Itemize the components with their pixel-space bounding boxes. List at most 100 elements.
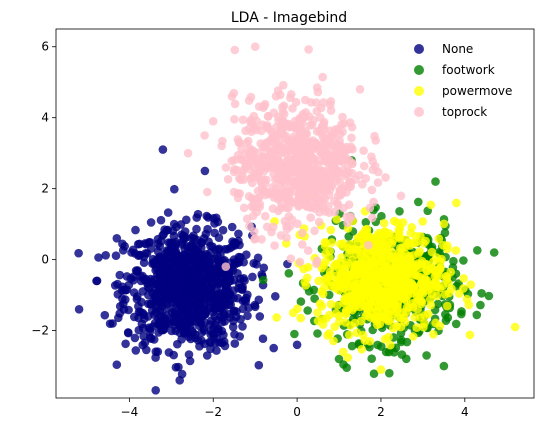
data-point — [422, 351, 431, 360]
data-point — [100, 310, 110, 320]
data-point — [276, 231, 286, 240]
data-point — [325, 329, 334, 338]
data-point — [212, 346, 221, 355]
data-point — [314, 276, 324, 286]
data-point — [146, 218, 156, 227]
data-point — [280, 216, 290, 226]
data-point — [248, 272, 257, 282]
data-point — [320, 237, 330, 247]
data-point — [368, 302, 377, 312]
data-point — [145, 327, 155, 337]
data-point — [375, 267, 384, 276]
data-point — [459, 256, 468, 265]
data-point — [379, 218, 389, 228]
data-point — [431, 177, 440, 186]
data-point — [434, 266, 444, 276]
data-point — [304, 45, 313, 54]
data-point — [233, 193, 243, 203]
data-point — [433, 299, 443, 309]
data-point — [432, 282, 442, 292]
x-axis: −4 −2 0 2 4 — [121, 398, 469, 419]
data-point — [348, 263, 358, 272]
data-point — [330, 196, 339, 206]
data-point — [309, 285, 319, 295]
data-point — [191, 260, 200, 270]
data-point — [298, 228, 307, 238]
data-point — [206, 288, 216, 298]
data-point — [387, 239, 397, 248]
data-point — [279, 118, 289, 128]
data-point — [370, 131, 379, 141]
data-point — [324, 201, 333, 211]
data-point — [310, 226, 319, 236]
data-point — [431, 318, 440, 328]
data-point — [368, 165, 378, 174]
data-point — [352, 245, 362, 254]
data-point — [374, 283, 383, 293]
data-point — [406, 228, 416, 238]
data-point — [186, 243, 196, 253]
data-point — [202, 306, 212, 315]
data-point — [440, 228, 450, 238]
data-point — [320, 283, 329, 292]
data-point — [206, 241, 215, 251]
data-point — [177, 230, 186, 239]
data-point — [342, 363, 352, 373]
x-tick-label: 0 — [293, 405, 301, 419]
data-point — [358, 229, 367, 239]
data-point — [451, 246, 461, 255]
data-point — [395, 207, 404, 216]
data-point — [396, 243, 405, 253]
data-point — [306, 213, 316, 222]
data-point — [215, 290, 224, 299]
data-point — [367, 152, 376, 161]
data-point — [473, 246, 482, 255]
data-point — [459, 274, 469, 283]
data-point — [395, 232, 405, 242]
data-point — [250, 302, 260, 312]
data-point — [386, 315, 395, 325]
data-point — [255, 202, 264, 212]
data-point — [94, 253, 103, 262]
data-point — [344, 270, 354, 280]
data-point — [313, 160, 323, 170]
data-point — [369, 369, 379, 379]
data-point — [408, 302, 418, 312]
data-point — [214, 270, 223, 280]
data-point — [274, 169, 284, 179]
data-point — [386, 340, 395, 350]
data-point — [162, 311, 171, 320]
data-point — [359, 146, 368, 155]
data-point — [299, 264, 309, 274]
data-point — [258, 334, 268, 344]
data-point — [185, 356, 195, 366]
data-point — [189, 311, 199, 321]
data-point — [300, 277, 310, 287]
data-point — [162, 226, 171, 235]
data-point — [345, 212, 355, 221]
data-point — [230, 115, 239, 124]
data-point — [416, 288, 425, 297]
data-point — [121, 339, 130, 349]
data-point — [270, 134, 279, 143]
data-point — [131, 346, 141, 355]
data-point — [371, 238, 380, 248]
data-point — [157, 236, 166, 246]
series-toprock — [183, 42, 406, 272]
data-point — [296, 297, 306, 306]
data-point — [252, 260, 261, 269]
data-point — [284, 269, 294, 278]
data-point — [367, 354, 377, 364]
data-point — [439, 219, 449, 229]
data-point — [144, 238, 154, 247]
data-point — [200, 131, 209, 140]
data-point — [342, 154, 351, 163]
data-point — [249, 227, 259, 236]
data-point — [150, 258, 160, 267]
chart-title: LDA - Imagebind — [231, 10, 347, 26]
data-point — [112, 234, 122, 243]
data-point — [221, 262, 231, 272]
data-point — [170, 307, 180, 317]
data-point — [404, 278, 413, 288]
data-point — [392, 218, 402, 227]
